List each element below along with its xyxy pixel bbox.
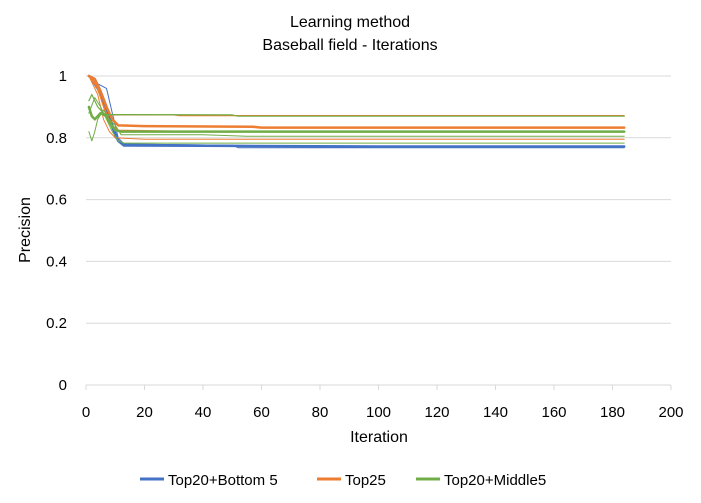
- x-tick-label: 200: [658, 404, 683, 421]
- x-tick-label: 20: [136, 404, 153, 421]
- x-tick-label: 160: [541, 404, 566, 421]
- x-tick-label: 40: [195, 404, 212, 421]
- x-tick-label: 140: [483, 404, 508, 421]
- y-axis-ticks: 0 0.2 0.4 0.6 0.8 1: [46, 68, 67, 394]
- x-tick-label: 180: [600, 404, 625, 421]
- y-tick-label: 0.8: [46, 130, 67, 147]
- chart-title: Learning method: [290, 14, 410, 31]
- legend: Top20+Bottom 5 Top25 Top20+Middle5: [140, 472, 546, 489]
- legend-label: Top25: [345, 472, 386, 489]
- series-line-top20-middle5: [88, 97, 625, 144]
- series-line-top20-bottom-5: [88, 75, 625, 149]
- series-line-top25: [87, 74, 626, 129]
- x-tick-label: 120: [424, 404, 449, 421]
- x-axis-label: Iteration: [350, 429, 408, 446]
- legend-label: Top20+Bottom 5: [168, 472, 278, 489]
- x-tick-label: 80: [312, 404, 329, 421]
- y-tick-label: 0: [59, 377, 67, 394]
- series-line-top20-bottom-5: [88, 75, 625, 147]
- series-line-top25: [88, 75, 625, 132]
- chart-subtitle: Baseball field - Iterations: [262, 37, 437, 54]
- x-axis-ticks: 0 20 40 60 80 100 120 140 160 180 200: [82, 385, 684, 421]
- x-tick-label: 0: [82, 404, 90, 421]
- x-tick-label: 100: [366, 404, 391, 421]
- legend-label: Top20+Middle5: [444, 472, 546, 489]
- y-tick-label: 1: [59, 68, 67, 85]
- x-tick-label: 60: [253, 404, 270, 421]
- series-line-top20-middle5: [88, 109, 625, 142]
- series-line-top25: [88, 75, 625, 140]
- series-line-top25: [88, 75, 625, 117]
- y-axis-label: Precision: [17, 197, 34, 263]
- gridlines: [86, 75, 671, 324]
- y-tick-label: 0.6: [46, 192, 67, 209]
- y-tick-label: 0.4: [46, 253, 67, 270]
- series-lines: [87, 74, 626, 149]
- y-tick-label: 0.2: [46, 315, 67, 332]
- series-line-top20-middle5: [88, 93, 625, 117]
